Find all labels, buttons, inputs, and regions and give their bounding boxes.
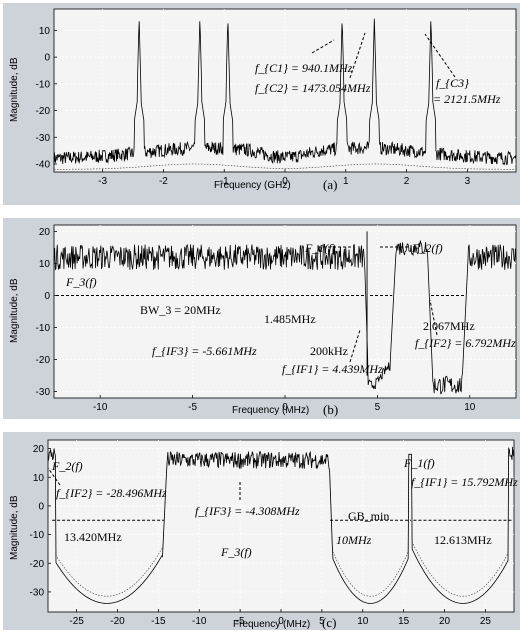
x-tick-label: 5 xyxy=(375,402,381,413)
x-tick-label: 0 xyxy=(282,402,288,413)
y-tick-label: 0 xyxy=(44,53,50,64)
y-tick-label: -10 xyxy=(36,323,51,334)
annot-c-f2: F_2(f) xyxy=(51,459,83,473)
x-tick-label: -3 xyxy=(98,176,107,187)
annot-b-f2: F_2(f) xyxy=(411,241,443,255)
x-tick-label: 0 xyxy=(278,616,284,627)
y-tick-label: -20 xyxy=(36,106,51,117)
annot-12613: 12.613MHz xyxy=(434,533,492,547)
x-tick-label: -5 xyxy=(236,616,245,627)
annot-c-f1: F_1(f) xyxy=(403,456,435,470)
x-tick-label: -10 xyxy=(192,616,207,627)
y-tick-label: 0 xyxy=(44,291,50,302)
y-tick-label: 20 xyxy=(33,444,45,455)
annot-fif1-c: f_{IF1} = 15.792MHz xyxy=(411,475,518,489)
y-tick-label: -10 xyxy=(36,79,51,90)
x-tick-label: -10 xyxy=(93,402,108,413)
arrow-fif2 xyxy=(47,467,61,486)
arrow-fc1 xyxy=(311,39,335,54)
series-a-spectrum xyxy=(53,18,517,166)
y-tick-label: 10 xyxy=(33,473,45,484)
chart-a-xlabel: Frequency (GHz) xyxy=(214,180,291,191)
y-tick-label: 20 xyxy=(39,227,51,238)
chart-b-caption: (b) xyxy=(323,402,338,417)
x-tick-label: 10 xyxy=(357,616,369,627)
x-tick-label: 2 xyxy=(404,176,410,187)
annot-b-f1: F_1(f) xyxy=(304,241,336,255)
x-tick-label: -1 xyxy=(220,176,229,187)
annot-200khz: 200kHz xyxy=(310,344,348,358)
chart-c-ylabel: Magnitude, dB xyxy=(9,495,20,560)
x-tick-label: -15 xyxy=(151,616,166,627)
annot-bw3: BW_3 = 20MHz xyxy=(140,303,221,317)
chart-a-caption: (a) xyxy=(323,177,337,192)
plot-b: -10 -5 0 5 10 20 10 0 -10 -20 -30 xyxy=(36,224,517,413)
annot-fc1: f_{C1} = 940.1MHz xyxy=(255,61,353,75)
y-tick-label: 10 xyxy=(39,26,51,37)
chart-a-ylabel: Magnitude, dB xyxy=(9,57,20,122)
x-tick-label: 3 xyxy=(465,176,471,187)
annot-10mhz: 10MHz xyxy=(336,533,372,547)
plot-area xyxy=(53,8,517,173)
x-tick-label: -5 xyxy=(188,402,197,413)
annot-b-f3: F_3(f) xyxy=(65,275,97,289)
x-tick-label: 25 xyxy=(480,616,492,627)
chart-b-ylabel: Magnitude, dB xyxy=(9,278,20,343)
y-tick-label: -20 xyxy=(30,559,45,570)
y-tick-label: 10 xyxy=(39,259,51,270)
series-b-spectrum xyxy=(53,240,517,395)
y-tick-label: -30 xyxy=(30,587,45,598)
annot-1485: 1.485MHz xyxy=(264,312,316,326)
y-tick-label: 0 xyxy=(38,501,44,512)
annot-gbmin: GB_min xyxy=(348,509,389,523)
annot-fc3-value: = 2121.5MHz xyxy=(433,92,501,106)
x-tick-label: 0 xyxy=(282,176,288,187)
annot-2067: 2.067MHz xyxy=(423,319,475,333)
annot-fc3: f_{C3} xyxy=(436,76,469,90)
chart-b-xlabel: Frequency (MHz) xyxy=(232,405,309,416)
y-tick-label: -10 xyxy=(30,530,45,541)
x-tick-label: 20 xyxy=(439,616,451,627)
annot-fif2-b: f_{IF2} = 6.792MHz xyxy=(415,336,516,350)
x-tick-label: -25 xyxy=(69,616,84,627)
arrow-fc3 xyxy=(424,33,456,78)
y-tick-label: -30 xyxy=(36,387,51,398)
x-tick-label: 5 xyxy=(319,616,325,627)
plot-c: -25 -20 -15 -10 -5 0 5 10 15 20 25 20 10 0 -10 -20 -30 xyxy=(30,439,515,627)
y-tick-label: -30 xyxy=(36,133,51,144)
x-tick-label: -2 xyxy=(159,176,168,187)
annot-fc2: f_{C2} = 1473.054MHz xyxy=(255,81,371,95)
y-tick-label: -40 xyxy=(36,159,51,170)
annot-c-f3: F_3(f) xyxy=(220,545,252,559)
arrow-fif1 xyxy=(349,329,361,363)
x-tick-label: 10 xyxy=(464,402,476,413)
annot-fif2-c: f_{IF2} = -28.496MHz xyxy=(56,486,167,500)
annot-fif3-c: f_{IF3} = -4.308MHz xyxy=(195,504,300,518)
annot-fif1-b: f_{IF1} = 4.439MHz xyxy=(282,362,383,376)
chart-c-caption: (c) xyxy=(322,615,336,630)
series-c-spectrum xyxy=(47,446,515,604)
annot-fif3-b: f_{IF3} = -5.661MHz xyxy=(152,344,257,358)
arrow-fif2 xyxy=(429,299,438,336)
x-tick-label: 1 xyxy=(343,176,349,187)
x-tick-label: 15 xyxy=(398,616,410,627)
y-tick-label: -20 xyxy=(36,355,51,366)
x-tick-label: -20 xyxy=(110,616,125,627)
arrow-fc2 xyxy=(349,32,366,79)
series-a-floor xyxy=(53,163,517,170)
chart-c-xlabel: Frequency (MHz) xyxy=(233,619,310,630)
annot-13420: 13.420MHz xyxy=(64,530,122,544)
